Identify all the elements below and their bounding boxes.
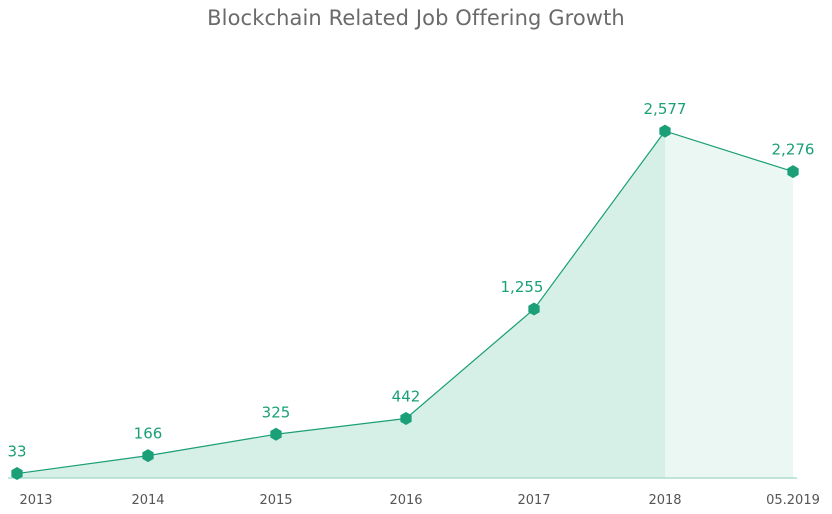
data-label: 1,255 bbox=[501, 278, 544, 296]
data-point-marker bbox=[142, 449, 154, 463]
chart-title: Blockchain Related Job Offering Growth bbox=[207, 6, 625, 30]
x-tick-label: 2018 bbox=[648, 493, 681, 508]
data-label: 2,276 bbox=[772, 141, 815, 159]
data-label: 166 bbox=[134, 425, 163, 443]
x-tick-label: 2013 bbox=[19, 493, 52, 508]
area-fill bbox=[17, 131, 665, 478]
x-tick-label: 2017 bbox=[517, 493, 550, 508]
data-point-marker bbox=[270, 427, 282, 441]
data-label: 325 bbox=[262, 403, 291, 421]
data-label: 442 bbox=[392, 388, 421, 406]
data-point-marker bbox=[400, 412, 412, 425]
area-fill-partial bbox=[665, 131, 793, 478]
data-point-marker bbox=[787, 165, 799, 179]
x-tick-label: 2016 bbox=[389, 493, 422, 508]
x-tick-label: 2014 bbox=[131, 493, 164, 508]
data-label: 2,577 bbox=[644, 100, 687, 118]
data-point-marker bbox=[11, 467, 23, 481]
data-label: 33 bbox=[7, 443, 26, 461]
data-point-marker bbox=[528, 302, 540, 316]
x-tick-label: 2015 bbox=[259, 493, 292, 508]
data-point-marker bbox=[659, 124, 671, 138]
x-tick-label: 05.2019 bbox=[766, 493, 820, 508]
